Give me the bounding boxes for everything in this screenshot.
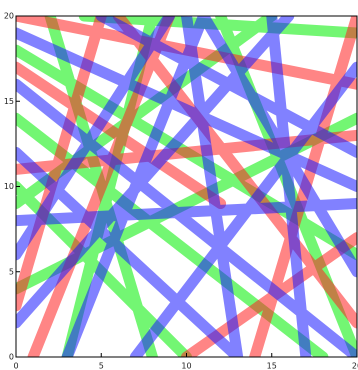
y-tick-label: 15: [4, 97, 14, 106]
y-tick-label: 10: [4, 182, 14, 191]
x-tick-label: 15: [267, 362, 277, 370]
x-tick-label: 0: [13, 362, 18, 370]
x-tick-label: 20: [352, 362, 358, 370]
x-tick-label: 5: [99, 362, 104, 370]
x-tick-label: 10: [181, 362, 191, 370]
line-series: [16, 16, 357, 357]
y-tick-label: 0: [9, 353, 14, 362]
y-tick-label: 20: [4, 12, 14, 21]
lines: [16, 16, 357, 357]
y-tick-label: 5: [9, 267, 14, 276]
